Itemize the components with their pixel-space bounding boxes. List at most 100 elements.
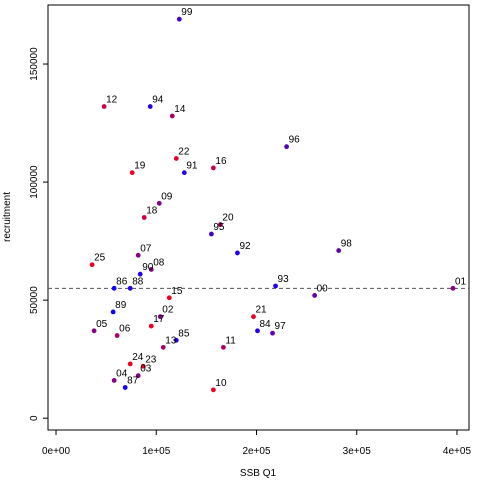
data-point-label: 21 xyxy=(255,305,267,316)
data-point xyxy=(208,231,214,237)
data-point xyxy=(127,285,133,291)
data-point xyxy=(169,113,175,119)
data-point xyxy=(221,344,226,350)
data-point xyxy=(157,314,163,320)
data-point-label: 84 xyxy=(259,319,271,330)
data-point xyxy=(135,373,141,379)
data-point-label: 00 xyxy=(317,283,329,294)
data-point xyxy=(160,344,166,350)
data-point-label: 09 xyxy=(161,191,173,202)
data-point-label: 95 xyxy=(213,222,225,233)
data-point xyxy=(114,333,120,338)
data-point-label: 19 xyxy=(134,161,146,172)
x-tick-label: 2e+05 xyxy=(242,446,271,457)
data-point xyxy=(450,285,456,291)
x-axis: 0e+00 1e+05 2e+05 3e+05 4e+05 xyxy=(42,430,471,457)
data-point-label: 92 xyxy=(239,241,251,252)
data-point-label: 08 xyxy=(153,257,165,268)
y-tick-label: 150000 xyxy=(29,47,40,81)
x-tick-label: 4e+05 xyxy=(443,446,472,457)
data-point-label: 12 xyxy=(106,95,118,106)
data-point-label: 03 xyxy=(140,364,152,375)
data-point-label: 91 xyxy=(186,161,198,172)
data-point xyxy=(173,156,179,161)
data-point-label: 25 xyxy=(94,253,106,264)
data-point xyxy=(181,170,187,176)
data-point-label: 10 xyxy=(215,378,227,389)
data-point xyxy=(129,170,135,176)
data-point xyxy=(210,387,216,393)
data-point-label: 02 xyxy=(162,305,174,316)
y-tick-label: 0 xyxy=(29,415,40,421)
data-point-label: 87 xyxy=(127,376,139,387)
data-points xyxy=(89,16,456,393)
data-point-label: 97 xyxy=(275,321,287,332)
data-point-label: 24 xyxy=(132,352,144,363)
data-point xyxy=(111,378,117,383)
data-point-label: 11 xyxy=(225,335,236,346)
data-point-label: 22 xyxy=(178,146,190,157)
data-point xyxy=(166,295,172,301)
data-point xyxy=(156,200,162,206)
y-axis: 0 50000 100000 150000 xyxy=(29,47,48,421)
y-axis-title: recruitment xyxy=(2,192,13,242)
data-point xyxy=(141,215,147,220)
data-point-label: 23 xyxy=(145,354,157,365)
data-point xyxy=(284,144,289,150)
y-tick-label: 50000 xyxy=(29,286,40,314)
data-point-label: 04 xyxy=(116,368,128,379)
data-point-label: 15 xyxy=(171,286,183,297)
data-point-label: 98 xyxy=(341,239,353,250)
data-point xyxy=(110,309,116,315)
data-point-label: 99 xyxy=(181,7,193,18)
data-point-label: 01 xyxy=(455,276,467,287)
data-point-label: 13 xyxy=(165,335,177,346)
x-tick-label: 3e+05 xyxy=(343,446,372,457)
data-point-label: 06 xyxy=(119,324,131,335)
data-point-label: 93 xyxy=(278,274,290,285)
data-point-label: 14 xyxy=(174,104,186,115)
data-point-label: 17 xyxy=(153,314,165,325)
x-tick-label: 0e+00 xyxy=(42,446,71,457)
data-point xyxy=(91,328,97,334)
data-point xyxy=(251,314,256,320)
data-point xyxy=(255,328,260,334)
data-point xyxy=(273,283,278,289)
data-point xyxy=(218,222,223,227)
data-point xyxy=(137,271,143,277)
data-point-label: 20 xyxy=(222,213,234,224)
data-point xyxy=(270,330,275,336)
data-point xyxy=(127,361,133,367)
data-point xyxy=(173,337,179,343)
data-point xyxy=(176,16,182,22)
data-point-label: 16 xyxy=(215,156,227,167)
data-point xyxy=(135,252,141,258)
y-tick-label: 100000 xyxy=(29,165,40,199)
plot-frame xyxy=(47,4,470,431)
x-axis-title: SSB Q1 xyxy=(240,468,277,479)
data-point xyxy=(148,267,154,272)
data-point-label: 88 xyxy=(132,276,144,287)
data-point xyxy=(101,104,107,109)
data-point xyxy=(210,165,216,171)
x-tick-label: 1e+05 xyxy=(142,446,171,457)
data-point xyxy=(122,385,128,390)
data-point xyxy=(148,323,154,329)
data-point-label: 89 xyxy=(115,300,127,311)
data-point-label: 94 xyxy=(152,95,164,106)
data-point xyxy=(140,363,146,369)
data-point xyxy=(111,285,117,291)
data-point xyxy=(89,262,95,268)
data-point xyxy=(312,293,318,298)
data-point xyxy=(336,248,342,253)
data-point-label: 07 xyxy=(140,243,152,254)
data-point-label: 86 xyxy=(116,276,128,287)
data-point-label: 90 xyxy=(142,262,154,273)
data-point xyxy=(147,104,153,109)
data-point-label: 18 xyxy=(146,206,158,217)
data-point-label: 05 xyxy=(96,319,108,330)
data-point xyxy=(235,250,240,256)
data-point-label: 96 xyxy=(289,135,301,146)
